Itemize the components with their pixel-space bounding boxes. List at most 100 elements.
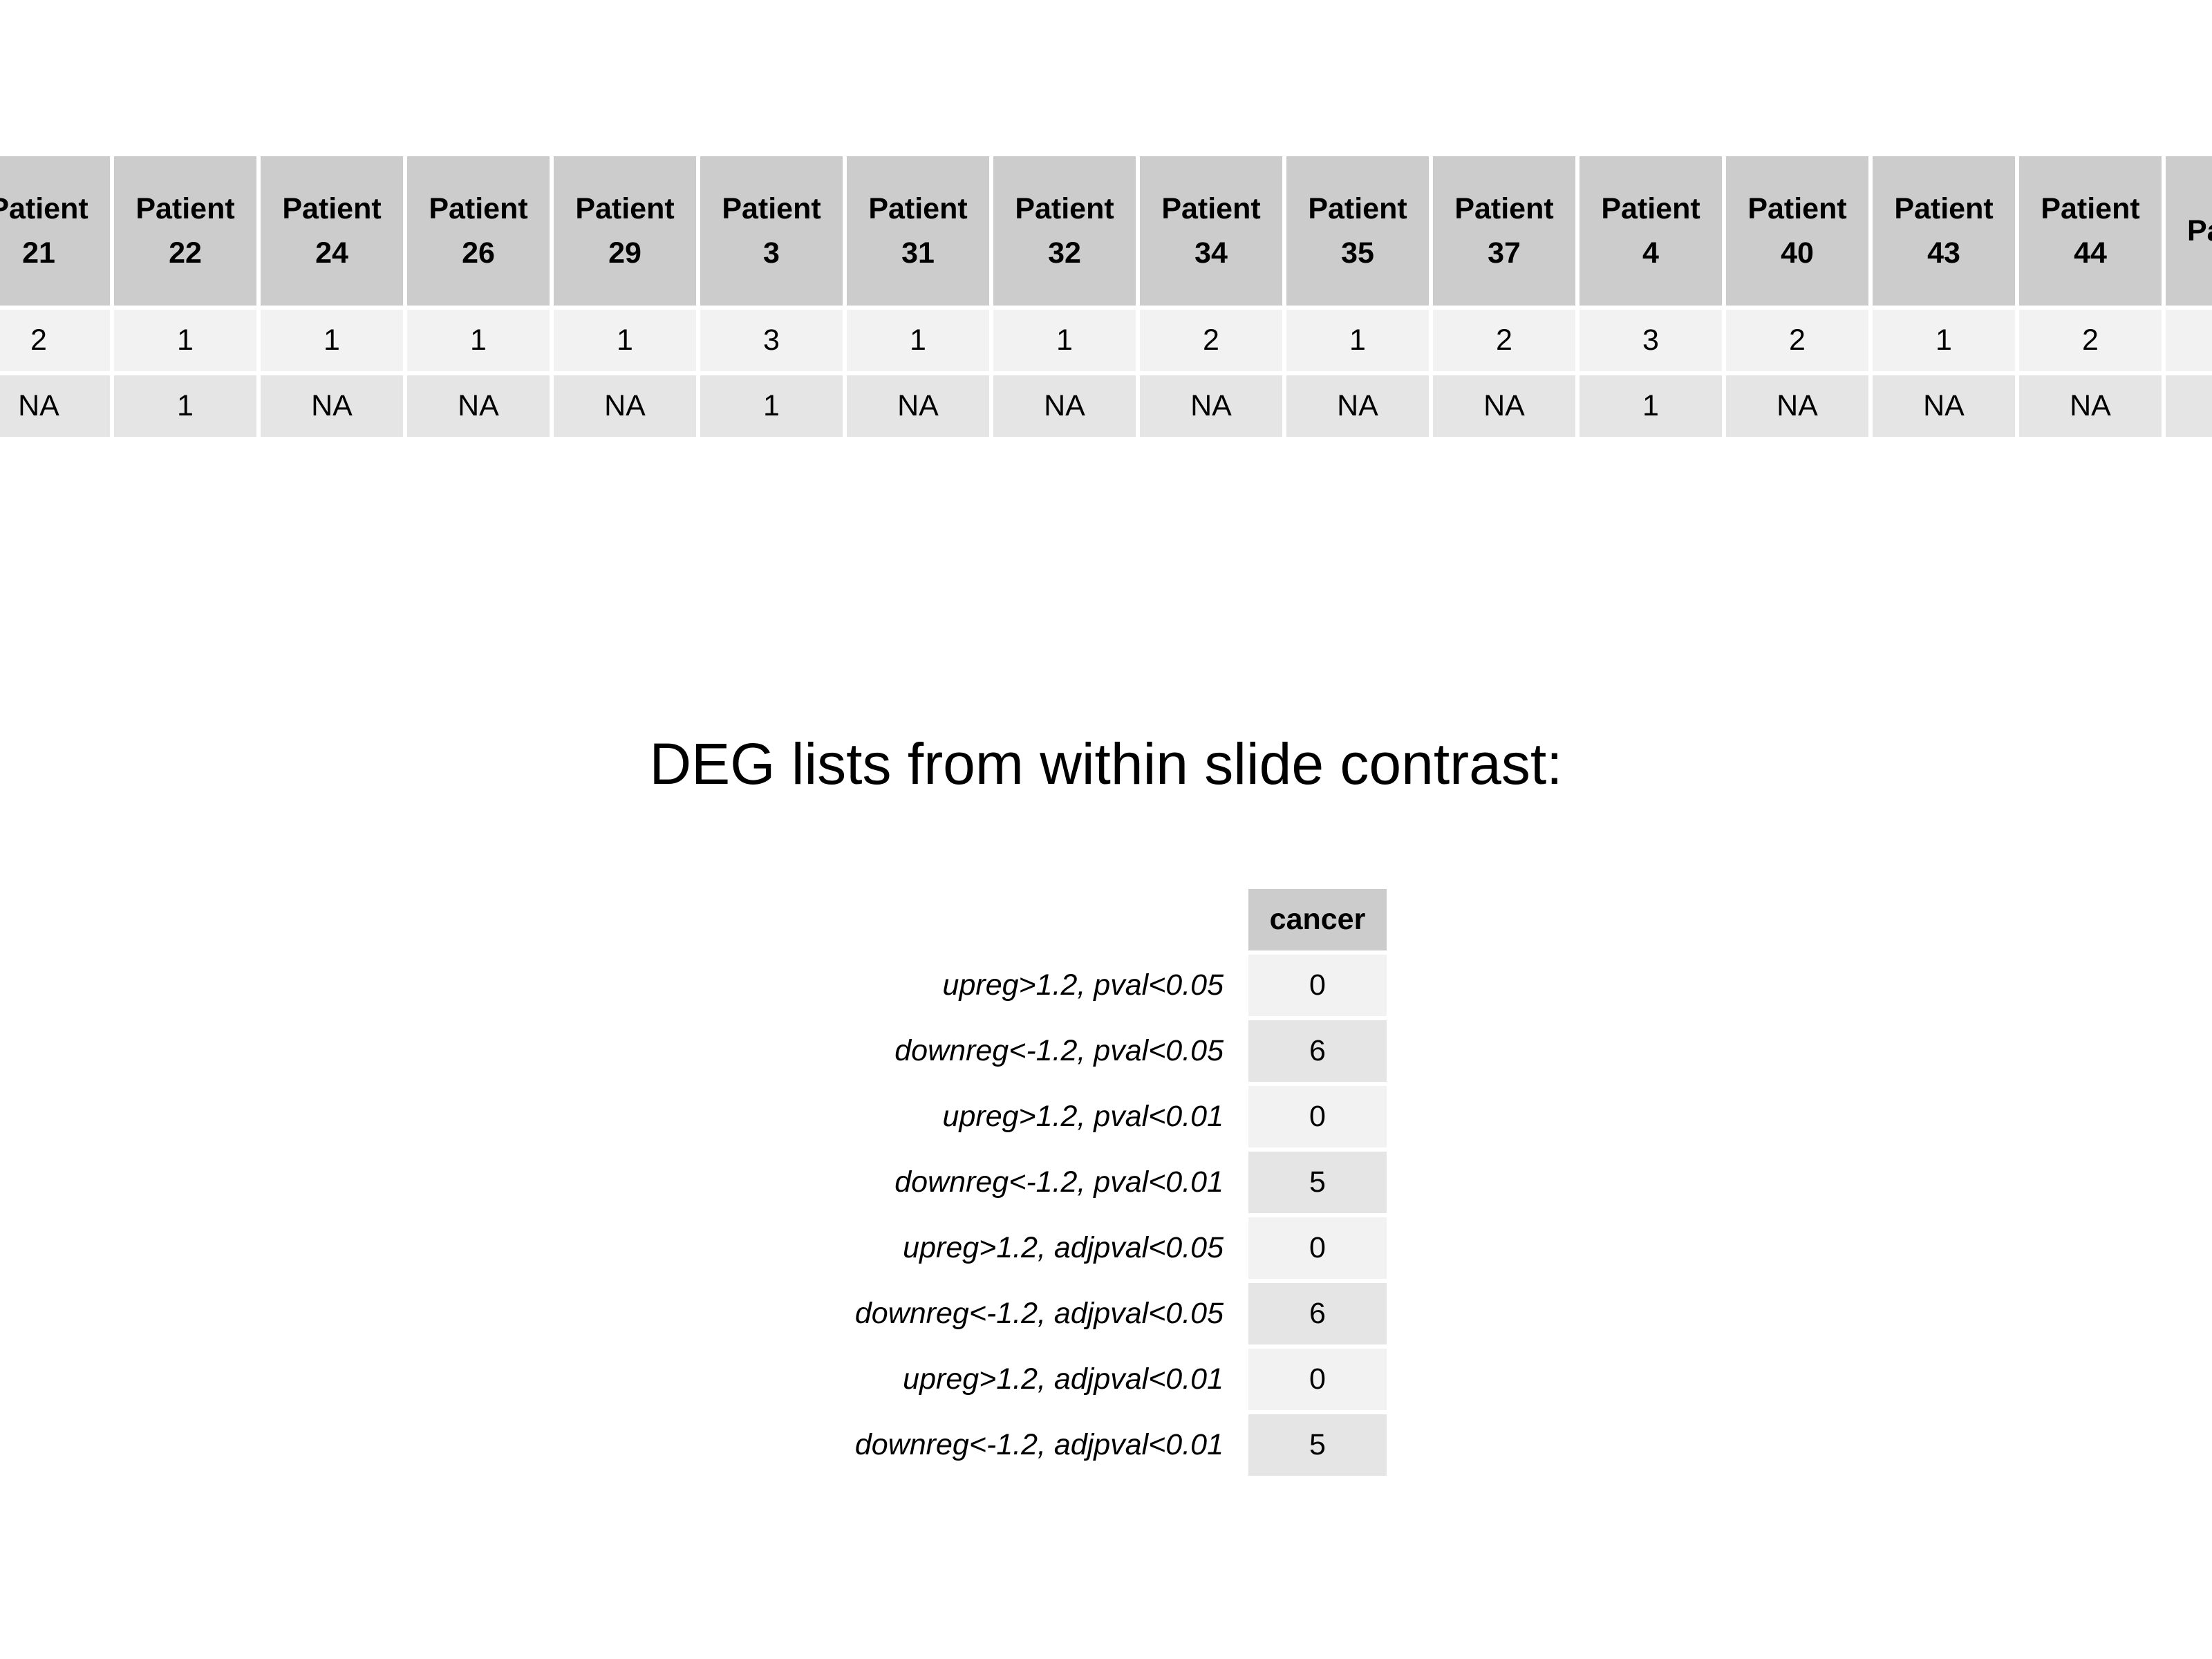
patient-header: Patient 21 — [0, 156, 110, 306]
patient-header: Patient 3 — [700, 156, 843, 306]
patient-header: Patient 37 — [1433, 156, 1575, 306]
patient-row2-cell: NA — [1140, 375, 1282, 437]
patient-row1-cell: 1 — [114, 310, 256, 371]
patient-row1-cell: 1 — [1873, 310, 2015, 371]
patient-header-line2: 21 — [22, 236, 55, 270]
section-title: DEG lists from within slide contrast: — [649, 731, 1563, 796]
deg-row-label: downreg<-1.2, adjpval<0.05 — [854, 1297, 1224, 1330]
patient-row2-cell: NA — [1873, 375, 2015, 437]
patient-header-line1: Patient — [722, 192, 821, 225]
patient-row2-cell: NA — [2019, 375, 2162, 437]
patient-header-line1: Patient — [1747, 192, 1847, 225]
patient-row1-cell: 1 — [261, 310, 403, 371]
patient-header-line2: 40 — [1781, 236, 1814, 270]
patient-header-line2: 35 — [1341, 236, 1374, 270]
patient-row1-cell: 1 — [554, 310, 696, 371]
deg-row-value: 6 — [1248, 1283, 1387, 1344]
patient-row2-cell: NA — [993, 375, 1136, 437]
patient-header-line1: Pa — [2187, 214, 2212, 247]
patient-column: Patient 3 3 1 — [700, 156, 843, 437]
patient-row1-cell: 2 — [0, 310, 110, 371]
patient-header-line1: Patient — [135, 192, 235, 225]
patient-column: Patient 37 2 NA — [1433, 156, 1575, 437]
patient-column: Patient 26 1 NA — [407, 156, 550, 437]
deg-row-label: upreg>1.2, adjpval<0.01 — [903, 1362, 1224, 1396]
patient-header: Patient 32 — [993, 156, 1136, 306]
deg-row-value: 0 — [1248, 1086, 1387, 1147]
patient-row2-cell: NA — [1726, 375, 1868, 437]
patient-header-line1: Patient — [1601, 192, 1700, 225]
patient-header-line1: Patient — [1454, 192, 1554, 225]
patient-header-line2: 3 — [763, 236, 780, 270]
patient-header-line1: Patient — [0, 192, 88, 225]
patient-header-line1: Patient — [2041, 192, 2140, 225]
patient-column: Patient 32 1 NA — [993, 156, 1136, 437]
patient-header: Patient 22 — [114, 156, 256, 306]
patient-row1-cell: 2 — [1726, 310, 1868, 371]
patient-row1-cell — [2166, 310, 2212, 371]
patient-column: Patient 29 1 NA — [554, 156, 696, 437]
patient-header-line1: Patient — [1894, 192, 1994, 225]
patient-row2-cell: NA — [1433, 375, 1575, 437]
patient-header: Pa — [2166, 156, 2212, 306]
patient-row1-cell: 2 — [1140, 310, 1282, 371]
patient-row2-cell: NA — [554, 375, 696, 437]
patient-row2-cell: NA — [407, 375, 550, 437]
patient-row1-cell: 2 — [1433, 310, 1575, 371]
deg-row-value: 5 — [1248, 1414, 1387, 1476]
patient-header-line2: 26 — [462, 236, 495, 270]
patient-column: Patient 44 2 NA — [2019, 156, 2162, 437]
patient-header-line1: Patient — [1308, 192, 1407, 225]
patient-header: Patient 31 — [847, 156, 989, 306]
deg-row-label: upreg>1.2, adjpval<0.05 — [903, 1231, 1224, 1264]
deg-row-value: 6 — [1248, 1020, 1387, 1082]
patient-header: Patient 34 — [1140, 156, 1282, 306]
patient-row2-cell: 1 — [700, 375, 843, 437]
patient-column: Patient 21 2 NA — [0, 156, 110, 437]
patient-column: Patient 22 1 1 — [114, 156, 256, 437]
deg-column-header: cancer — [1248, 889, 1387, 950]
patient-column: Patient 35 1 NA — [1286, 156, 1429, 437]
deg-row-label: downreg<-1.2, pval<0.05 — [894, 1034, 1224, 1067]
patient-row2-cell: 1 — [114, 375, 256, 437]
patient-row1-cell: 1 — [407, 310, 550, 371]
deg-table: cancer upreg>1.2, pval<0.05 0 downreg<-1… — [795, 889, 1387, 1476]
patient-header-line2: 31 — [901, 236, 935, 270]
patient-row2-cell: NA — [261, 375, 403, 437]
patient-header-line2: 37 — [1488, 236, 1521, 270]
patient-row1-cell: 2 — [2019, 310, 2162, 371]
patient-header: Patient 44 — [2019, 156, 2162, 306]
patient-row2-cell: NA — [1286, 375, 1429, 437]
patient-header-line2: 24 — [315, 236, 348, 270]
deg-row-label: downreg<-1.2, pval<0.01 — [894, 1165, 1224, 1199]
patient-header-line2: 44 — [2074, 236, 2107, 270]
patient-header: Patient 4 — [1580, 156, 1722, 306]
patient-row1-cell: 3 — [700, 310, 843, 371]
patient-header-line2: 32 — [1048, 236, 1081, 270]
patient-header: Patient 40 — [1726, 156, 1868, 306]
patient-header-line1: Patient — [429, 192, 528, 225]
patient-row1-cell: 1 — [847, 310, 989, 371]
patient-column-partial: Pa — [2166, 156, 2212, 437]
patient-header: Patient 29 — [554, 156, 696, 306]
patient-header-line2: 29 — [608, 236, 641, 270]
patient-row2-cell — [2166, 375, 2212, 437]
deg-row-label: upreg>1.2, pval<0.05 — [942, 968, 1224, 1002]
patient-header-line2: 22 — [169, 236, 202, 270]
deg-row-label: upreg>1.2, pval<0.01 — [942, 1100, 1224, 1133]
patient-column: Patient 31 1 NA — [847, 156, 989, 437]
patient-header-line1: Patient — [1161, 192, 1261, 225]
patient-row1-cell: 3 — [1580, 310, 1722, 371]
patient-column: Patient 43 1 NA — [1873, 156, 2015, 437]
patient-row2-cell: 1 — [1580, 375, 1722, 437]
patient-row1-cell: 1 — [1286, 310, 1429, 371]
patient-header-line2: 34 — [1194, 236, 1228, 270]
patient-header-line2: 43 — [1927, 236, 1960, 270]
patient-header: Patient 26 — [407, 156, 550, 306]
deg-row-value: 5 — [1248, 1152, 1387, 1213]
patient-header-line1: Patient — [1015, 192, 1114, 225]
patient-header: Patient 35 — [1286, 156, 1429, 306]
patient-header-line1: Patient — [282, 192, 382, 225]
patient-header-line1: Patient — [575, 192, 675, 225]
deg-row-label: downreg<-1.2, adjpval<0.01 — [854, 1428, 1224, 1461]
